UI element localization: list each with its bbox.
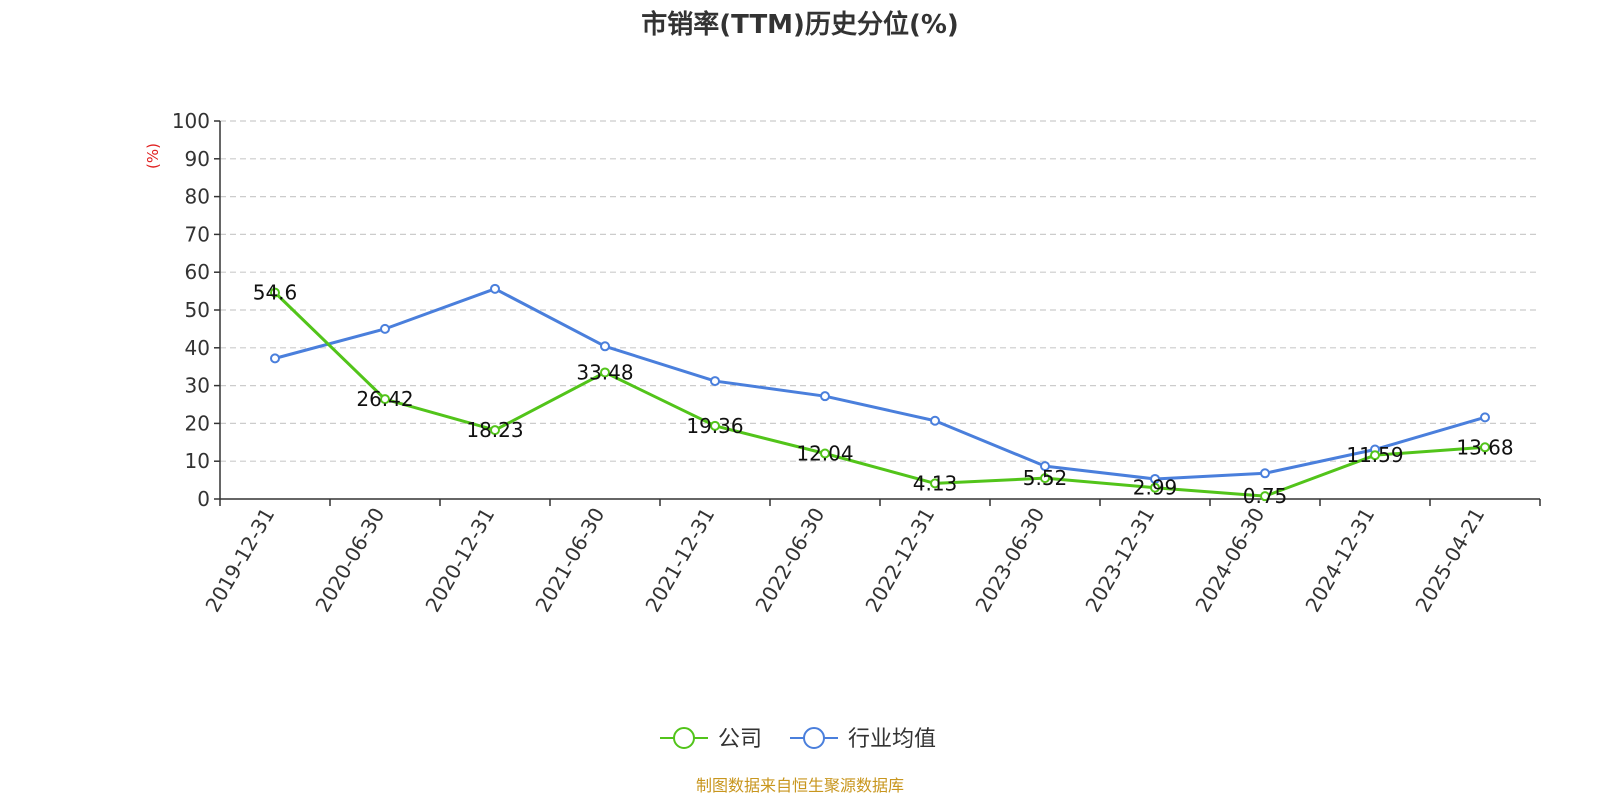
data-label: 11.59: [1346, 443, 1403, 467]
series-point-1[interactable]: [1040, 461, 1050, 472]
series-point-0[interactable]: [600, 367, 610, 378]
series-point-1[interactable]: [820, 391, 830, 402]
series-point-0[interactable]: [930, 478, 940, 489]
series-point-0[interactable]: [1150, 482, 1160, 493]
series-line-1: [274, 287, 1486, 481]
x-tick-label: 2019-12-31: [200, 504, 279, 617]
legend-item-1[interactable]: 行业均值: [790, 727, 936, 752]
x-tick-label: 2021-06-30: [530, 504, 609, 617]
series-point-1[interactable]: [380, 323, 390, 334]
y-tick-label: 80: [185, 185, 210, 209]
series-point-1[interactable]: [270, 353, 280, 364]
series-point-1[interactable]: [930, 415, 940, 426]
legend-label: 行业均值: [848, 727, 936, 752]
legend-item-0[interactable]: 公司: [660, 727, 762, 752]
series-point-1[interactable]: [1260, 468, 1270, 479]
series-line-0: [273, 291, 1486, 498]
y-axis-ticks: 0 10 20 30 40 50 60 70 80 90 100: [172, 109, 220, 511]
y-tick-label: 0: [197, 487, 210, 511]
data-label: 0.75: [1243, 484, 1288, 508]
y-tick-label: 30: [185, 374, 210, 398]
data-label: 13.68: [1456, 435, 1513, 459]
series-point-0[interactable]: [820, 448, 830, 459]
source-note: 制图数据来自恒生聚源数据库: [696, 776, 904, 795]
series-point-1[interactable]: [490, 283, 500, 294]
series-point-0[interactable]: [1260, 491, 1270, 502]
legend-label: 公司: [718, 727, 762, 752]
legend-swatch-circle: [803, 727, 825, 749]
x-tick-label: 2020-06-30: [310, 504, 389, 617]
series-point-0[interactable]: [710, 420, 720, 431]
x-tick-label: 2022-06-30: [750, 504, 829, 617]
grid-lines: [220, 120, 1540, 462]
data-labels: 54.6 26.42 18.23 33.48 19.36 12.04 4.13 5.52 2.9…: [253, 281, 1514, 509]
series-point-0[interactable]: [1040, 473, 1050, 484]
legend-swatch-circle: [673, 727, 695, 749]
y-axis-unit-label: (%): [144, 143, 162, 169]
y-tick-label: 40: [185, 336, 210, 360]
chart-title: 市销率(TTM)历史分位(%): [641, 9, 959, 40]
x-tick-label: 2021-12-31: [640, 504, 719, 617]
y-tick-label: 70: [185, 222, 210, 246]
series-point-1[interactable]: [1480, 412, 1490, 423]
data-label: 2.99: [1133, 476, 1178, 500]
x-tick-label: 2024-06-30: [1190, 504, 1269, 617]
series-layer: [270, 283, 1490, 502]
x-tick-label: 2023-06-30: [970, 504, 1049, 617]
y-tick-label: 50: [185, 298, 210, 322]
legend[interactable]: 公司 行业均值: [660, 727, 936, 752]
y-tick-label: 60: [185, 260, 210, 284]
data-label: 26.42: [356, 387, 413, 411]
data-label: 19.36: [686, 414, 743, 438]
x-axis-ticks: 2019-12-31 2020-06-30 2020-12-31 2021-06-30…: [200, 499, 1541, 617]
x-tick-label: 2022-12-31: [860, 504, 939, 617]
series-point-0[interactable]: [1480, 442, 1490, 453]
x-tick-label: 2024-12-31: [1300, 504, 1379, 617]
series-point-0[interactable]: [380, 394, 390, 405]
series-point-0[interactable]: [490, 425, 500, 436]
y-tick-label: 10: [185, 449, 210, 473]
series-point-1[interactable]: [600, 341, 610, 352]
y-tick-label: 100: [172, 109, 210, 133]
data-label: 4.13: [913, 471, 958, 495]
y-tick-label: 20: [185, 411, 210, 435]
data-label: 18.23: [466, 418, 523, 442]
series-point-0[interactable]: [270, 287, 280, 298]
x-tick-label: 2023-12-31: [1080, 504, 1159, 617]
y-tick-label: 90: [185, 147, 210, 171]
x-tick-label: 2020-12-31: [420, 504, 499, 617]
data-label: 54.6: [253, 281, 298, 305]
data-label: 5.52: [1023, 466, 1068, 490]
data-label: 12.04: [796, 441, 853, 465]
series-point-1[interactable]: [710, 376, 720, 387]
data-label: 33.48: [576, 360, 633, 384]
series-point-0[interactable]: [1370, 450, 1380, 461]
x-tick-label: 2025-04-21: [1410, 504, 1489, 617]
